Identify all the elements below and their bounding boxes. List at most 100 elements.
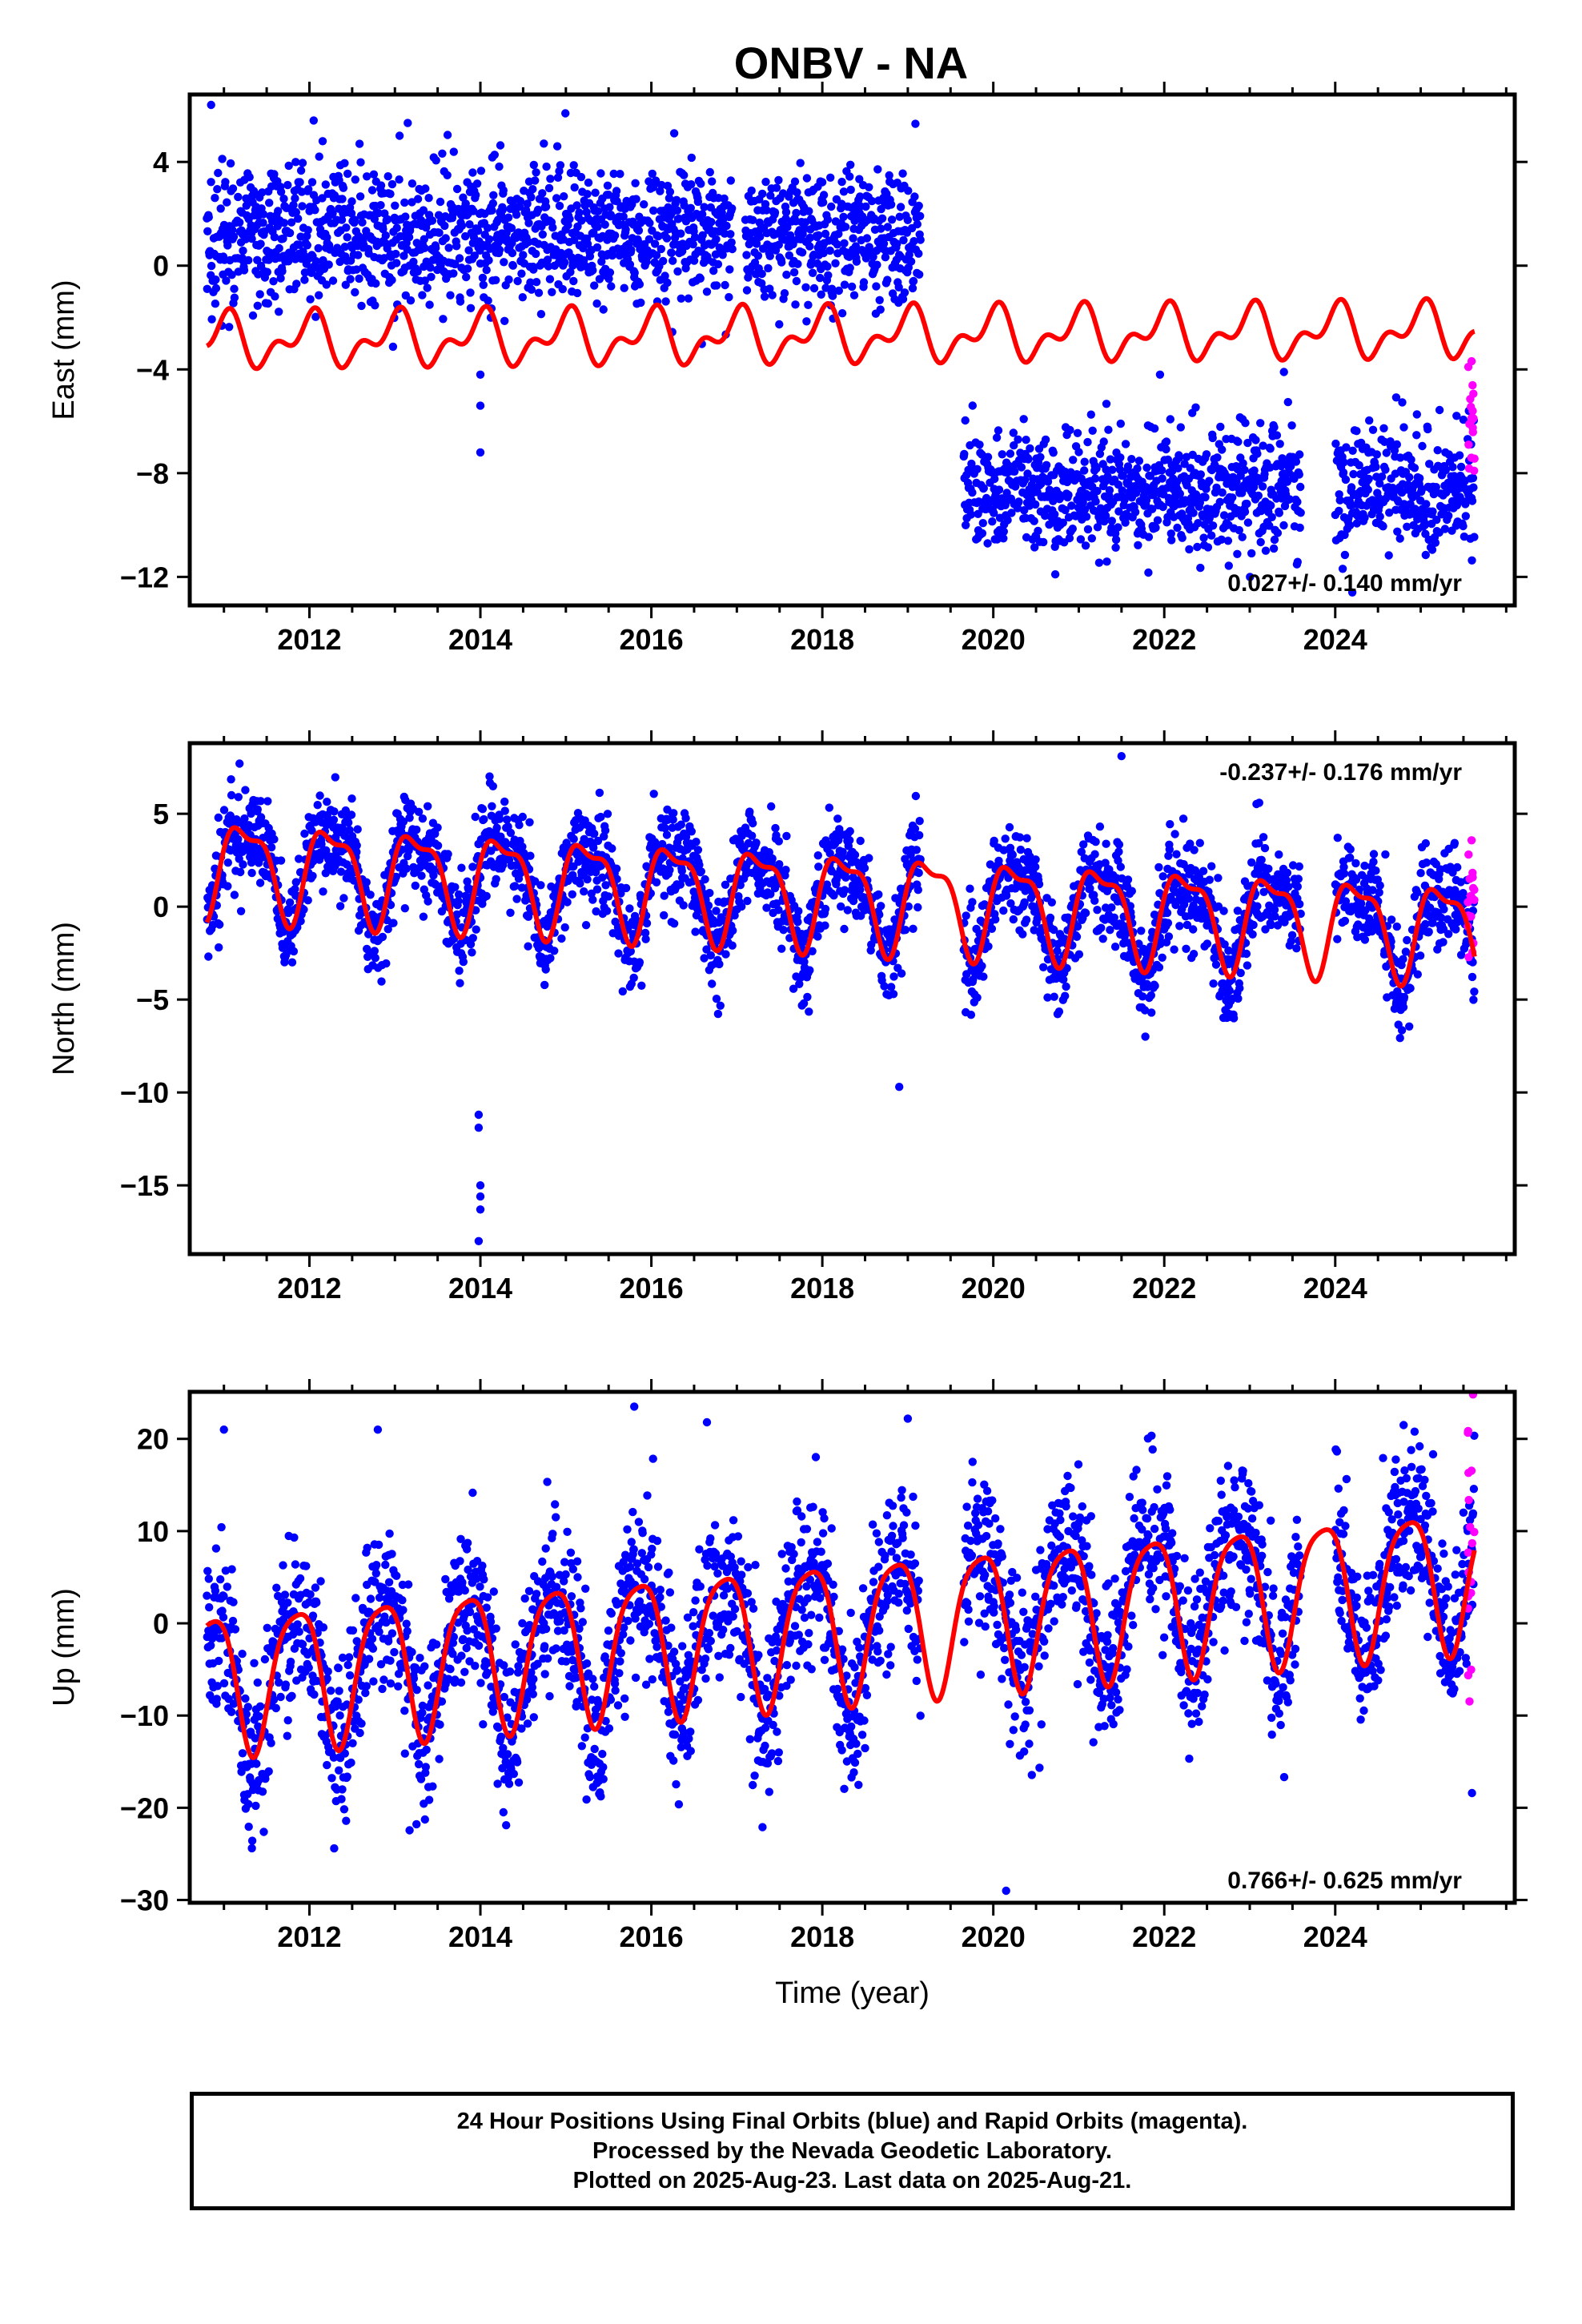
point-final bbox=[263, 299, 272, 308]
point-final bbox=[845, 263, 854, 272]
point-final bbox=[1194, 519, 1203, 528]
point-final bbox=[1083, 525, 1093, 534]
point-final bbox=[429, 865, 438, 874]
point-final bbox=[351, 287, 359, 297]
point-final bbox=[1093, 523, 1102, 532]
point-final bbox=[502, 815, 512, 824]
point-final bbox=[1018, 930, 1027, 939]
point-final bbox=[616, 889, 625, 898]
point-outlier bbox=[476, 370, 485, 379]
point-final bbox=[725, 292, 733, 302]
point-final bbox=[462, 272, 471, 282]
point-final bbox=[599, 305, 608, 314]
point-final bbox=[1118, 486, 1126, 495]
point-final bbox=[589, 843, 598, 852]
point-final bbox=[429, 870, 438, 880]
point-final bbox=[1043, 477, 1053, 486]
point-final bbox=[258, 188, 267, 197]
point-final bbox=[880, 982, 889, 991]
point-final bbox=[1403, 522, 1411, 531]
point-final bbox=[1347, 483, 1356, 492]
point-final bbox=[1188, 450, 1197, 460]
point-final bbox=[792, 276, 801, 286]
point-final bbox=[590, 829, 599, 838]
point-final bbox=[883, 223, 893, 231]
point-final bbox=[1455, 451, 1464, 460]
point-final bbox=[1133, 464, 1142, 473]
point-final bbox=[689, 256, 699, 265]
point-final bbox=[1097, 923, 1106, 932]
point-final bbox=[382, 959, 391, 968]
point-final bbox=[1116, 419, 1126, 428]
point-final bbox=[712, 235, 721, 243]
point-final bbox=[223, 858, 232, 867]
point-final bbox=[366, 891, 375, 899]
point-final bbox=[860, 863, 869, 873]
point-final bbox=[343, 169, 352, 179]
point-final bbox=[621, 883, 631, 893]
point-final bbox=[229, 232, 239, 241]
point-final bbox=[1065, 533, 1074, 543]
point-final bbox=[900, 288, 909, 297]
point-final bbox=[542, 162, 551, 171]
point-final bbox=[679, 901, 688, 910]
point-final bbox=[1372, 450, 1382, 459]
point-final bbox=[721, 880, 730, 890]
point-final bbox=[1002, 891, 1011, 900]
point-final bbox=[504, 213, 513, 222]
point-final bbox=[673, 267, 682, 276]
point-final bbox=[362, 878, 371, 887]
point-final bbox=[673, 206, 682, 215]
point-final bbox=[1270, 423, 1279, 432]
point-final bbox=[592, 907, 600, 916]
point-final bbox=[781, 866, 790, 875]
point-final bbox=[837, 902, 845, 911]
point-final bbox=[204, 213, 213, 222]
point-final bbox=[722, 221, 731, 231]
point-final bbox=[420, 243, 429, 252]
point-final bbox=[994, 426, 1003, 435]
point-final bbox=[779, 926, 788, 935]
point-final bbox=[1043, 955, 1053, 964]
point-final bbox=[960, 449, 969, 459]
point-final bbox=[1102, 465, 1110, 474]
point-final bbox=[1043, 993, 1052, 1002]
point-final bbox=[1219, 511, 1229, 520]
point-final bbox=[910, 192, 919, 201]
point-final bbox=[311, 257, 320, 266]
point-final bbox=[432, 243, 440, 252]
point-final bbox=[1254, 491, 1263, 501]
point-final bbox=[490, 151, 499, 159]
point-final bbox=[704, 901, 713, 911]
point-final bbox=[1228, 493, 1237, 502]
point-final bbox=[263, 797, 272, 806]
point-final bbox=[524, 219, 533, 227]
point-final bbox=[270, 834, 279, 844]
point-final bbox=[1102, 557, 1111, 566]
point-final bbox=[1184, 895, 1194, 903]
point-final bbox=[604, 274, 613, 283]
point-final bbox=[573, 222, 582, 231]
point-final bbox=[452, 242, 461, 251]
point-final bbox=[443, 131, 452, 139]
y-tick-label: 4 bbox=[153, 146, 169, 179]
point-final bbox=[627, 246, 636, 255]
point-final bbox=[413, 195, 423, 203]
point-final bbox=[1205, 476, 1214, 485]
point-final bbox=[1144, 533, 1154, 541]
point-final bbox=[207, 178, 215, 187]
point-final bbox=[634, 226, 644, 235]
point-final bbox=[1213, 453, 1222, 462]
point-final bbox=[906, 257, 916, 266]
point-final bbox=[1335, 506, 1343, 516]
point-final bbox=[851, 242, 861, 251]
point-final bbox=[1050, 570, 1060, 579]
point-final bbox=[712, 281, 721, 290]
point-final bbox=[910, 824, 920, 834]
point-final bbox=[718, 251, 727, 259]
point-final bbox=[1199, 866, 1208, 875]
point-final bbox=[914, 201, 923, 211]
point-final bbox=[612, 187, 621, 195]
point-final bbox=[488, 206, 496, 215]
point-final bbox=[809, 283, 819, 293]
